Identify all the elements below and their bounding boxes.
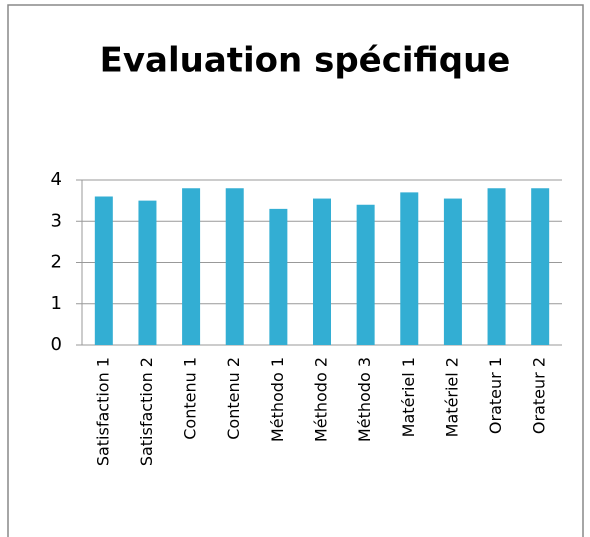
bar — [487, 188, 506, 345]
x-tick-label: Satisfaction 2 — [137, 357, 156, 466]
bar — [138, 200, 157, 345]
y-tick-label: 4 — [51, 169, 62, 190]
x-tick-label: Orateur 2 — [530, 357, 549, 434]
bar — [400, 192, 419, 345]
x-tick-label: Méthodo 3 — [355, 357, 374, 442]
chart-title: Evaluation spécifique — [100, 41, 511, 81]
y-tick-label: 2 — [51, 252, 62, 273]
bar — [182, 188, 201, 345]
bar — [313, 198, 331, 345]
bar — [94, 196, 113, 345]
y-tick-label: 1 — [51, 293, 62, 314]
bar — [269, 208, 288, 345]
y-tick-label: 0 — [51, 334, 62, 355]
x-tick-label: Contenu 1 — [181, 357, 200, 440]
x-tick-label: Satisfaction 1 — [93, 357, 112, 466]
x-tick-label: Contenu 2 — [224, 357, 243, 440]
x-tick-label: Matériel 2 — [442, 357, 461, 437]
bar — [531, 188, 550, 345]
bar — [356, 204, 375, 345]
x-tick-label: Méthodo 1 — [268, 357, 287, 442]
x-tick-label: Méthodo 2 — [312, 357, 331, 442]
bar — [443, 198, 462, 345]
x-tick-label: Matériel 1 — [399, 357, 418, 437]
bar — [225, 188, 244, 345]
x-tick-label: Orateur 1 — [486, 357, 505, 434]
y-tick-label: 3 — [51, 210, 62, 231]
